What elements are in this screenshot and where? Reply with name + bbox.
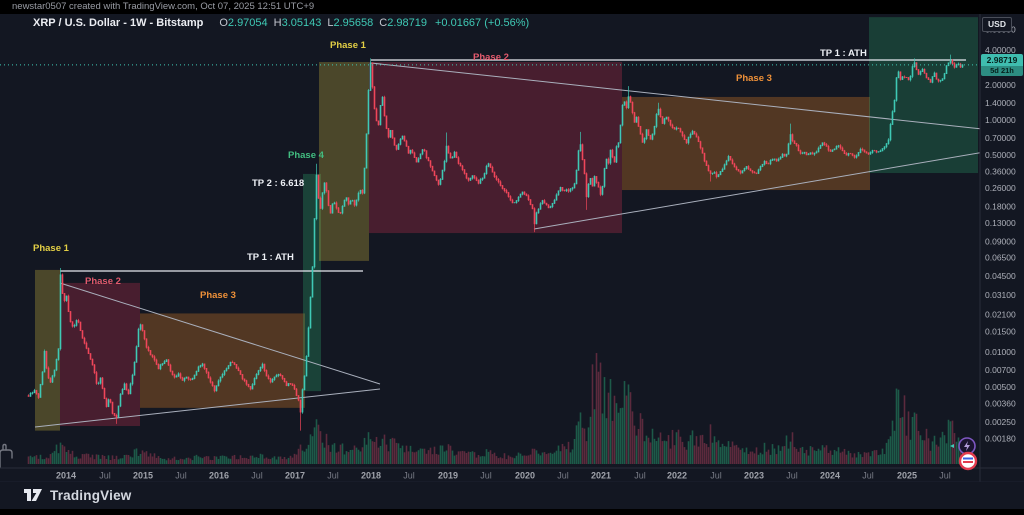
time-axis[interactable]: 2014 Jul 2015 Jul 2016 Jul 2017 Jul 2018 Jul 2019 J…: [0, 468, 980, 482]
open-value: 2.97054: [227, 17, 268, 29]
price-tick: 0.00500: [985, 382, 1016, 392]
cycle1-phase3-box[interactable]: [140, 313, 305, 408]
open-label: O: [219, 17, 228, 29]
price-tick: 0.00180: [985, 433, 1016, 443]
time-tick: Jul: [175, 471, 187, 481]
footer-bar: TradingView: [0, 482, 1024, 509]
tp-annotation[interactable]: TP 2 : 6.618: [252, 178, 304, 189]
price-tick: 2.00000: [985, 80, 1016, 90]
price-tick: 0.01500: [985, 327, 1016, 337]
price-tick: 0.01000: [985, 347, 1016, 357]
price-tick: 1.40000: [985, 98, 1016, 108]
candlestick-series: [27, 54, 964, 431]
watermark-text: newstar0507 created with TradingView.com…: [12, 1, 315, 12]
time-tick: 2024: [820, 471, 840, 481]
price-tick: 4.00000: [985, 45, 1016, 55]
current-price-badge: 2.98719 5d 21h: [981, 54, 1023, 77]
high-label: H: [273, 17, 282, 29]
price-tick: 0.26000: [985, 183, 1016, 193]
time-tick: 2020: [515, 471, 535, 481]
change-value: +0.01667 (+0.56%): [434, 17, 530, 29]
cycle2-phase1-box[interactable]: [319, 62, 369, 261]
symbol-legend[interactable]: XRP / U.S. Dollar - 1W - Bitstamp O2.9705…: [33, 17, 529, 29]
low-label: L: [327, 17, 334, 29]
time-tick: Jul: [480, 471, 492, 481]
phase-annotation[interactable]: Phase 2: [473, 52, 509, 63]
price-tick: 0.00250: [985, 417, 1016, 427]
price-tick: 0.09000: [985, 236, 1016, 246]
chart-annotations[interactable]: Phase 1 Phase 2 Phase 3 TP 1 : ATH TP 2 : 6.…: [33, 40, 867, 301]
price-tick: 0.18000: [985, 201, 1016, 211]
cycle2-triangle-resistance[interactable]: [370, 62, 982, 130]
tp-annotation[interactable]: TP 1 : ATH: [247, 252, 294, 263]
low-value: 2.95658: [333, 17, 374, 29]
time-tick: Jul: [710, 471, 722, 481]
price-tick: 0.02100: [985, 310, 1016, 320]
time-tick: 2018: [361, 471, 381, 481]
tradingview-logo-icon: [24, 489, 42, 501]
cycle1-phase2-box[interactable]: [60, 282, 140, 427]
phase-annotation[interactable]: Phase 4: [288, 150, 325, 161]
time-tick: 2016: [209, 471, 229, 481]
tp-annotation[interactable]: TP 1 : ATH: [820, 48, 867, 59]
symbol-title: XRP / U.S. Dollar - 1W - Bitstamp: [33, 17, 204, 29]
price-tick: 0.00700: [985, 365, 1016, 375]
price-tick: 0.70000: [985, 133, 1016, 143]
time-tick: 2019: [438, 471, 458, 481]
tradingview-logo[interactable]: TradingView: [24, 487, 131, 503]
close-value: 2.98719: [387, 17, 427, 29]
tradingview-wordmark: TradingView: [50, 487, 132, 503]
phase-annotation[interactable]: Phase 1: [33, 243, 70, 254]
replay-arrow-icon: [950, 444, 954, 448]
corner-icons: [950, 437, 978, 471]
time-tick: 2014: [56, 471, 76, 481]
current-price-value: 2.98719: [981, 54, 1023, 67]
price-tick: 1.00000: [985, 115, 1016, 125]
time-tick: Jul: [251, 471, 263, 481]
time-tick: Jul: [557, 471, 569, 481]
pan-hand-icon: [0, 443, 13, 468]
phase-annotation[interactable]: Phase 2: [85, 276, 121, 287]
phase-annotation[interactable]: Phase 1: [330, 40, 367, 51]
time-tick: Jul: [862, 471, 874, 481]
price-tick: 0.03100: [985, 290, 1016, 300]
time-tick: 2022: [667, 471, 687, 481]
time-tick: 2025: [897, 471, 917, 481]
price-tick: 0.04500: [985, 271, 1016, 281]
time-tick: Jul: [99, 471, 111, 481]
cycle1-phase1-box[interactable]: [35, 269, 60, 431]
time-tick: Jul: [634, 471, 646, 481]
high-value: 3.05143: [281, 17, 322, 29]
price-tick: 0.06500: [985, 253, 1016, 263]
bottom-strip: [0, 509, 1024, 515]
time-tick: Jul: [403, 471, 415, 481]
close-label: C: [379, 17, 388, 29]
phase-annotation[interactable]: Phase 3: [200, 290, 236, 301]
price-tick: 0.36000: [985, 166, 1016, 176]
cycle2-phase4-box[interactable]: [869, 17, 978, 174]
time-tick: 2017: [285, 471, 305, 481]
phase-annotation[interactable]: Phase 3: [736, 73, 772, 84]
cycle2-phase2-box[interactable]: [369, 62, 622, 234]
time-tick: Jul: [327, 471, 339, 481]
price-tick: 0.00360: [985, 398, 1016, 408]
cycle2-triangle-support[interactable]: [533, 151, 990, 230]
price-tick: 0.50000: [985, 150, 1016, 160]
price-tick: 0.13000: [985, 218, 1016, 228]
phase-boxes[interactable]: [35, 17, 978, 431]
time-tick: 2023: [744, 471, 764, 481]
time-tick: 2015: [133, 471, 153, 481]
time-tick: 2021: [591, 471, 611, 481]
time-tick: Jul: [786, 471, 798, 481]
cycle1-triangle-resistance[interactable]: [59, 282, 381, 385]
watermark-bar: newstar0507 created with TradingView.com…: [0, 0, 1024, 14]
bar-countdown: 5d 21h: [981, 66, 1023, 77]
currency-button[interactable]: USD: [982, 17, 1012, 32]
time-tick: Jul: [939, 471, 951, 481]
price-axis[interactable]: 6.000004.000002.000001.400001.000000.700…: [980, 14, 1024, 468]
cycle1-triangle-support[interactable]: [34, 388, 381, 428]
